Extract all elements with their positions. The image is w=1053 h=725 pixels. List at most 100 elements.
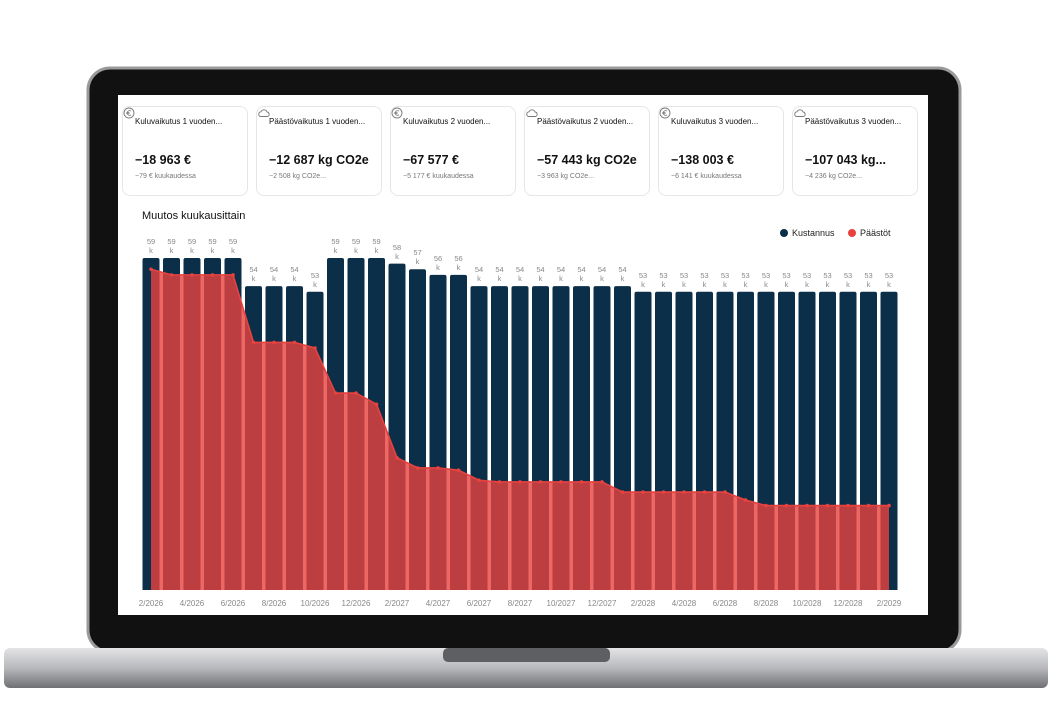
point [743,498,748,502]
card-value: −138 003 € [671,153,734,167]
point [272,340,276,345]
point [887,503,891,508]
card-subtitle: −3 963 kg CO2e... [537,173,595,180]
point [231,273,235,277]
card-subtitle: −6 141 € kuukaudessa [671,173,742,180]
card-value: −57 443 kg CO2e [537,153,637,167]
value-label: 54 k [556,265,566,284]
value-label: 56 k [454,253,463,272]
value-label: 53 k [782,270,791,289]
card-subtitle: −5 177 € kuukaudessa [403,173,474,180]
x-tick-label: 6/2026 [220,599,246,608]
value-label: 53 k [823,270,832,289]
kpi-card: Päästövaikutus 3 vuoden... −107 043 kg...… [792,106,918,196]
x-tick-label: 12/2027 [587,599,617,608]
kpi-card: Päästövaikutus 1 vuoden... −12 687 kg CO2… [256,106,382,196]
point [641,490,645,494]
kpi-card: Kuluvaikutus 3 vuoden... −138 003 € −6 141… [658,106,784,196]
x-tick-label: 10/2028 [792,599,822,608]
chart-title: Muutos kuukausittain [142,210,245,222]
point [702,490,707,494]
x-tick-label: 6/2027 [466,599,492,608]
point [600,480,604,484]
area [151,269,889,590]
card-value: −67 577 € [403,153,459,167]
value-label: 59 k [187,237,197,255]
point [374,402,379,407]
value-label: 54 k [618,265,627,284]
x-tick-label: 2/2027 [384,599,410,608]
notch [443,648,610,662]
value-label: 59 k [167,237,176,255]
x-tick-label: 12/2026 [341,599,371,608]
point [579,480,584,484]
point [846,503,850,508]
legend-marker [848,229,856,237]
value-label: 54 k [290,265,299,284]
point [723,490,727,494]
kpi-card: Kuluvaikutus 2 vuoden... −67 577 € −5 177 … [390,106,516,196]
point [764,503,768,508]
point [190,273,194,277]
card-title: Kuluvaikutus 1 vuoden... [135,117,223,126]
card-icon [258,109,381,147]
point [415,466,420,470]
value-label: 53 k [761,270,771,289]
point [169,273,174,277]
point [497,480,502,484]
kpi-card: Kuluvaikutus 1 vuoden... −18 963 € −79 € k… [122,106,248,196]
value-label: 59 k [331,237,340,255]
value-label: 56 k [433,253,443,272]
value-label: 57 k [413,248,422,267]
point [620,490,625,494]
card-subtitle: −2 508 kg CO2e... [269,173,327,180]
point [559,480,563,484]
value-label: 59 k [372,237,381,255]
value-label: 59 k [351,237,361,255]
card-icon [123,107,247,147]
value-label: 59 k [208,237,217,255]
value-label: 54 k [249,265,258,284]
value-label: 54 k [577,265,586,284]
card-value: −12 687 kg CO2e [269,153,369,167]
x-tick-label: 12/2028 [833,599,863,608]
point [538,480,543,484]
x-tick-label: 4/2028 [671,599,697,608]
x-tick-label: 4/2027 [425,599,451,608]
card-icon [794,109,917,147]
value-label: 58 k [392,242,402,261]
x-tick-label: 10/2027 [546,599,576,608]
value-label: 53 k [310,270,320,289]
x-tick-label: 8/2026 [261,599,287,608]
card-title: Kuluvaikutus 2 vuoden... [403,117,491,126]
card-subtitle: −79 € kuukaudessa [135,173,196,180]
value-label: 53 k [884,270,894,289]
kpi-card: Päästövaikutus 2 vuoden... −57 443 kg CO2… [524,106,650,196]
point [661,490,666,494]
point [395,455,399,460]
card-subtitle: −4 236 kg CO2e... [805,173,863,180]
card-title: Päästövaikutus 3 vuoden... [805,117,902,126]
card-title: Päästövaikutus 2 vuoden... [537,117,634,126]
value-label: 53 k [700,270,709,289]
card-title: Kuluvaikutus 3 vuoden... [671,117,759,126]
point [784,503,789,508]
point [436,466,440,470]
value-label: 59 k [228,237,238,255]
value-label: 53 k [679,270,689,289]
card-icon [659,107,783,147]
value-label: 59 k [146,237,156,255]
legend-label: Päästöt [860,228,891,238]
point [251,340,256,345]
point [210,273,215,277]
value-label: 53 k [720,270,730,289]
card-icon [526,109,649,147]
card-title: Päästövaikutus 1 vuoden... [269,117,366,126]
value-label: 54 k [495,265,504,284]
point [682,490,686,494]
x-tick-label: 2/2029 [876,599,902,608]
value-label: 54 k [597,265,607,284]
point [477,478,481,483]
laptop-base [4,648,1048,688]
